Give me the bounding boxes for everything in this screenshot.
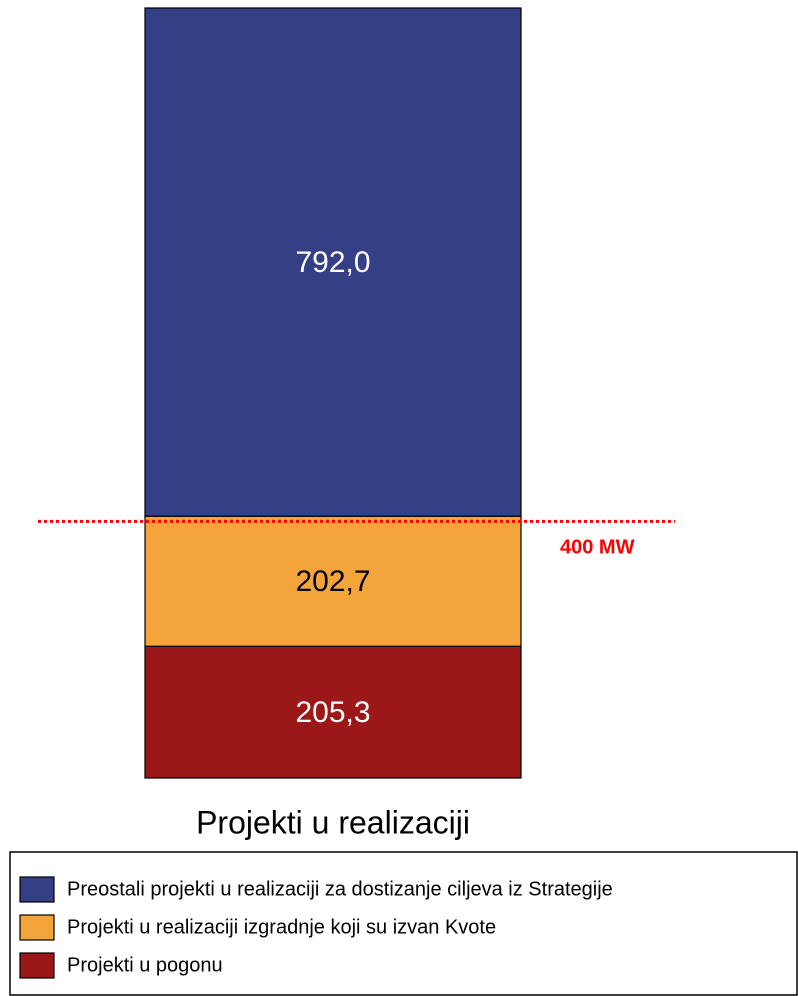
data-label: 205,3 [295, 696, 370, 729]
reference-label: 400 MW [560, 537, 635, 559]
x-tick-label: Projekti u realizaciji [196, 804, 470, 840]
legend-box [9, 851, 798, 996]
legend-swatch [19, 952, 55, 979]
bar-segment [144, 515, 522, 647]
legend-label: Projekti u realizaciji izgradnje koji su… [67, 916, 496, 938]
legend-swatch [19, 914, 55, 941]
legend-swatch [19, 876, 55, 903]
legend-label: Preostali projekti u realizaciji za dost… [67, 878, 613, 900]
data-label: 792,0 [295, 246, 370, 279]
bar-segment [144, 7, 522, 517]
data-label: 202,7 [295, 565, 370, 598]
legend-label: Projekti u pogonu [67, 954, 223, 976]
